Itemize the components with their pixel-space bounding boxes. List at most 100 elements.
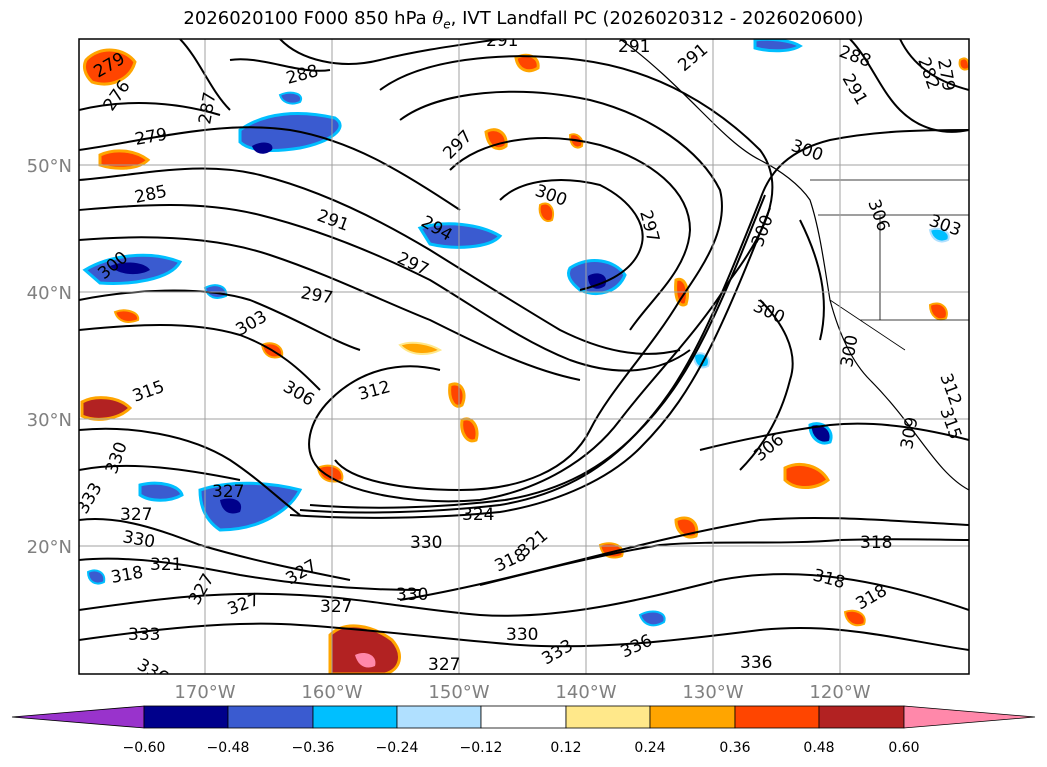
colorbar-ticks: −0.60 −0.48 −0.36 −0.24 −0.12 0.12 0.24 … xyxy=(123,740,920,756)
pos-patch xyxy=(316,464,344,483)
contour-line xyxy=(79,126,461,211)
lon-label: 130°W xyxy=(682,682,743,703)
contour-line xyxy=(334,90,723,492)
neg-patch xyxy=(588,273,607,289)
contour-line xyxy=(289,207,771,519)
contour-line xyxy=(229,58,331,72)
lat-label: 40°N xyxy=(27,283,72,304)
contour-line xyxy=(309,194,766,509)
colorbar-segment xyxy=(565,705,651,729)
neg-patch xyxy=(638,610,666,627)
pos-patch xyxy=(783,463,830,489)
contour-line xyxy=(739,299,794,471)
lat-label: 20°N xyxy=(27,537,72,558)
contour-label: 291 xyxy=(486,31,518,51)
contour-line xyxy=(79,167,681,355)
colorbar-tick-label: −0.24 xyxy=(376,740,419,756)
shading-layer xyxy=(80,39,969,674)
title-suffix: , IVT Landfall PC (2026020312 - 20260206… xyxy=(450,8,864,29)
contour-label: 327 xyxy=(212,482,244,502)
pos-patch xyxy=(113,309,140,323)
lon-label: 150°W xyxy=(428,682,489,703)
map-panel: 279 276 287 288 291 291 291 288 291 282 … xyxy=(79,31,969,674)
neg-patch xyxy=(110,262,150,275)
pos-patch xyxy=(398,341,443,355)
neg-patch xyxy=(86,569,106,585)
lon-label: 140°W xyxy=(555,682,616,703)
contour-line xyxy=(449,137,692,331)
contour-layer xyxy=(79,39,969,651)
lon-label: 160°W xyxy=(301,682,362,703)
pos-patch xyxy=(674,516,699,539)
contour-label: 327 xyxy=(320,597,352,617)
neg-patch xyxy=(808,422,833,445)
contour-line xyxy=(79,236,581,381)
contour-line xyxy=(79,464,241,481)
contour-label: 321 xyxy=(150,555,182,575)
lat-labels: 50°N 40°N 30°N 20°N xyxy=(27,156,72,558)
contour-line xyxy=(79,518,351,581)
title-theta-symbol: θ xyxy=(432,8,444,29)
colorbar-tick-label: −0.48 xyxy=(207,740,250,756)
colorbar-segment xyxy=(227,705,314,729)
contour-label: 330 xyxy=(506,625,538,645)
contour-line xyxy=(479,538,969,586)
contour-line xyxy=(79,622,969,651)
contour-line xyxy=(899,39,969,91)
colorbar-tick-label: 0.60 xyxy=(888,740,919,756)
colorbar-segment xyxy=(396,705,482,729)
contour-line xyxy=(79,204,691,372)
colorbar-tick-label: 0.12 xyxy=(550,740,581,756)
contour-label: 330 xyxy=(396,585,428,605)
title-subscript: e xyxy=(443,17,451,32)
map-title: 2026020100 F000 850 hPa θe, IVT Landfall… xyxy=(0,8,1047,32)
contour-label: 330 xyxy=(410,533,442,553)
coastline xyxy=(619,39,969,491)
pos-patch xyxy=(958,57,969,71)
neg-patch xyxy=(278,91,303,105)
colorbar-segment xyxy=(480,705,567,729)
contour-label: 324 xyxy=(462,505,494,525)
pos-patch xyxy=(82,48,137,86)
pos-patch xyxy=(538,202,554,222)
contour-line xyxy=(79,102,221,116)
colorbar-tick-label: 0.48 xyxy=(803,740,834,756)
contour-label: 318 xyxy=(860,533,892,553)
contour-line xyxy=(699,422,969,451)
pos-patch xyxy=(328,624,401,674)
colorbar-extend-right xyxy=(903,705,1036,729)
colorbar-segment xyxy=(818,705,905,729)
neg-patch xyxy=(138,481,184,502)
colorbar-tick-label: −0.12 xyxy=(460,740,503,756)
lon-label: 170°W xyxy=(174,682,235,703)
colorbar-segment xyxy=(312,705,398,729)
pos-patch xyxy=(355,653,376,668)
neg-patch xyxy=(220,498,242,514)
contour-line xyxy=(79,289,361,351)
colorbar xyxy=(11,705,1036,729)
colorbar-segment xyxy=(649,705,736,729)
lat-label: 50°N xyxy=(27,156,72,177)
contour-line xyxy=(79,324,321,391)
colorbar-extend-left xyxy=(11,705,145,729)
map-background xyxy=(79,39,969,674)
colorbar-segment xyxy=(143,705,229,729)
map-frame xyxy=(78,38,970,675)
state-border xyxy=(810,179,969,351)
contour-line xyxy=(279,39,501,65)
neg-patch xyxy=(252,142,273,154)
neg-patch xyxy=(417,222,503,249)
pos-patch xyxy=(843,609,866,627)
contour-label: 336 xyxy=(740,653,772,673)
lon-label: 120°W xyxy=(809,682,870,703)
contour-label: 327 xyxy=(120,505,152,525)
pos-patch xyxy=(928,302,948,321)
contour-line xyxy=(79,427,301,516)
colorbar-tick-label: −0.36 xyxy=(292,740,335,756)
lon-labels: 170°W 160°W 150°W 140°W 130°W 120°W xyxy=(174,682,870,703)
pos-patch xyxy=(448,382,466,408)
neg-patch xyxy=(928,227,950,243)
contour-line xyxy=(299,129,969,514)
contour-line xyxy=(799,219,825,341)
